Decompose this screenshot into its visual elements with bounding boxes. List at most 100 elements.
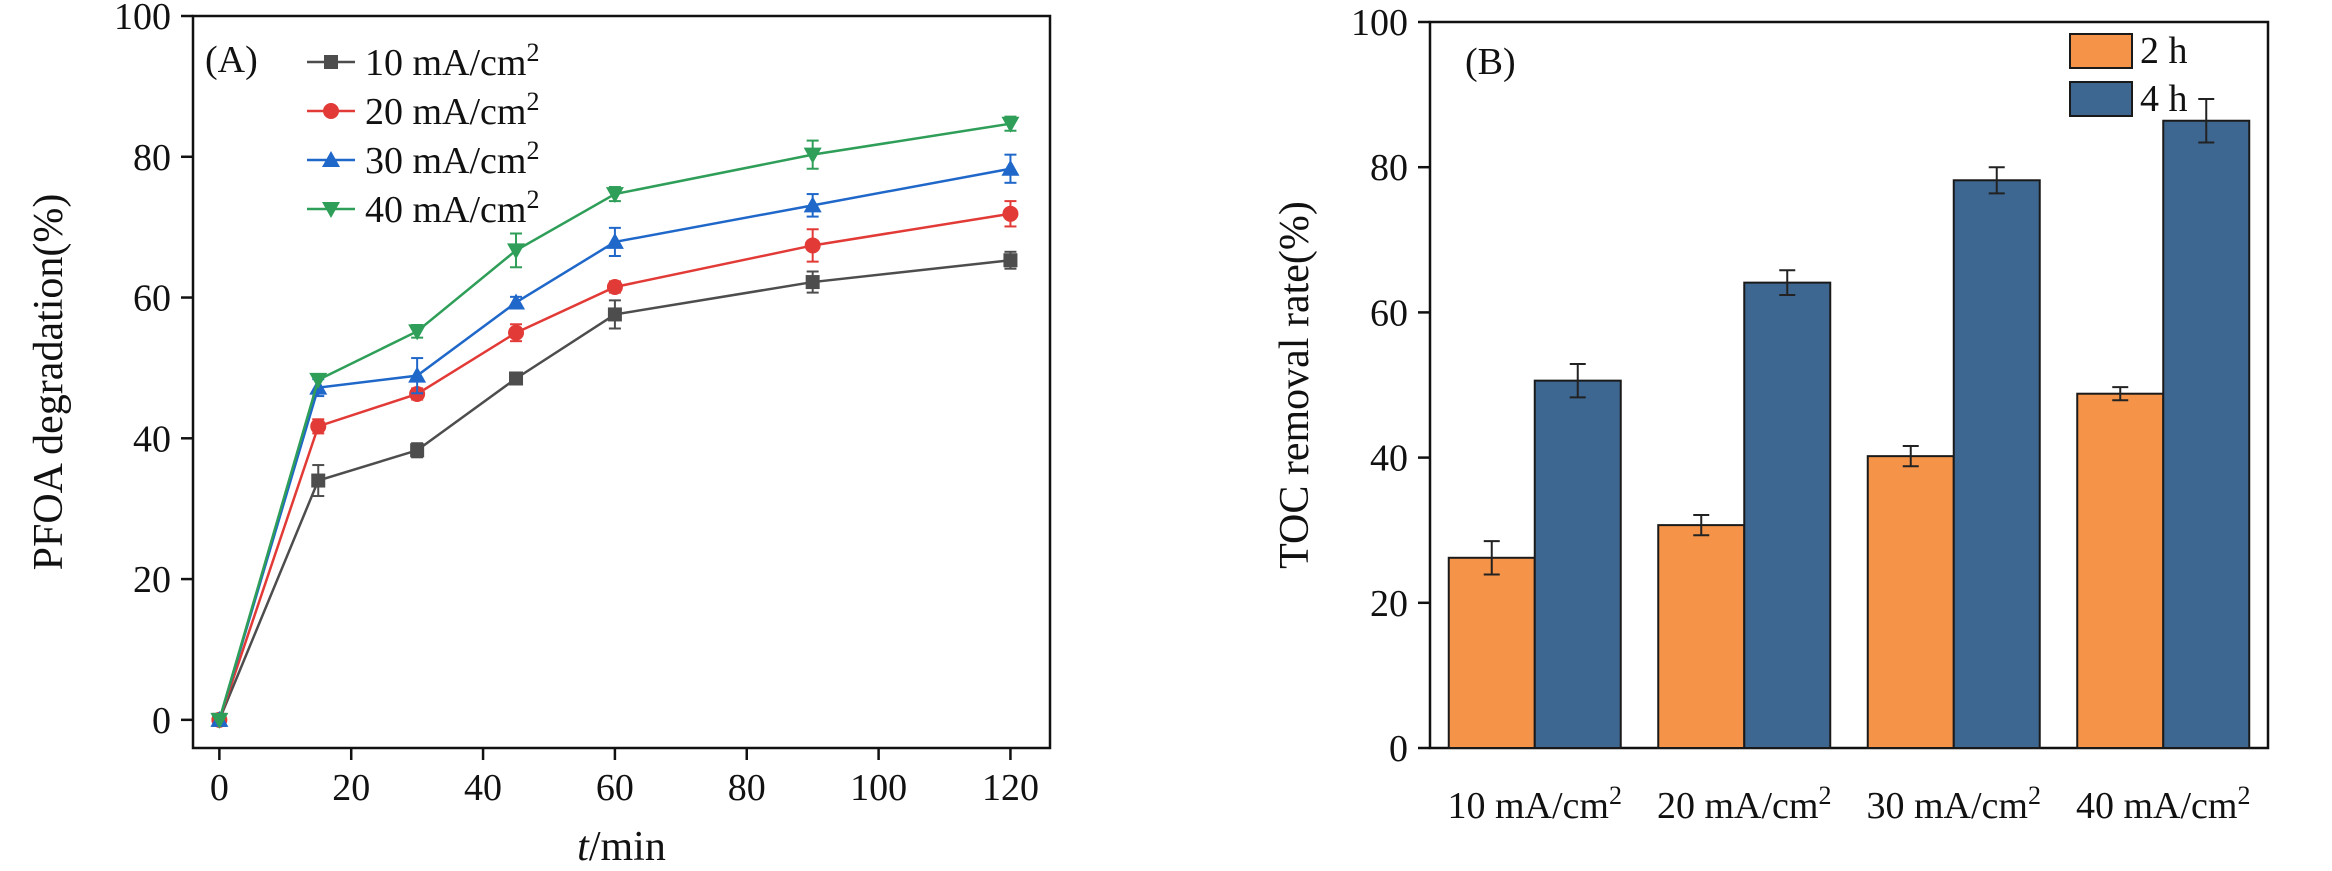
- legend-item-1: 10 mA/cm2: [307, 38, 539, 84]
- x-tick-label: 120: [982, 767, 1039, 809]
- x-category-label-superscript: 2: [2237, 781, 2250, 810]
- x-category-label: 20 mA/cm2: [1657, 781, 1831, 827]
- x-category-label-superscript: 2: [1818, 781, 1831, 810]
- legend-label: 4 h: [2140, 78, 2188, 120]
- y-axis-label: TOC removal rate(%): [1272, 201, 1318, 569]
- legend-item-2: 20 mA/cm2: [307, 87, 539, 133]
- legend-item-4: 40 mA/cm2: [307, 185, 539, 231]
- x-category-label: 40 mA/cm2: [2076, 781, 2250, 827]
- x-axis-label-unit: /min: [589, 824, 666, 866]
- legend-marker: [322, 151, 340, 167]
- legend-label: 10 mA/cm2: [365, 38, 539, 84]
- data-point: [210, 712, 229, 729]
- y-tick-label: 60: [1370, 292, 1408, 334]
- y-tick-label: 40: [1370, 438, 1408, 480]
- legend-label-text: 20 mA/cm: [365, 91, 526, 133]
- bar-2h: [1447, 556, 1536, 750]
- data-point: [803, 147, 822, 164]
- legend-label-text: 10 mA/cm: [365, 42, 526, 84]
- x-tick-label: 20: [332, 767, 370, 809]
- bar-2h: [2076, 392, 2165, 749]
- data-point: [1003, 253, 1018, 268]
- y-tick-label: 0: [152, 700, 171, 742]
- panel-label-b: (B): [1465, 41, 1516, 83]
- data-point: [805, 275, 820, 290]
- series-1: [212, 250, 1018, 727]
- x-category-label-superscript: 2: [1609, 781, 1622, 810]
- x-tick-label: 40: [464, 767, 502, 809]
- data-point: [606, 278, 623, 295]
- data-point: [607, 307, 622, 322]
- legend-item-1: 2 h: [2069, 30, 2188, 72]
- legend-label-text: 30 mA/cm: [365, 140, 526, 182]
- y-tick-label: 20: [1370, 583, 1408, 625]
- legend-label-text: 40 mA/cm: [365, 189, 526, 231]
- legend-label-superscript: 2: [526, 185, 539, 214]
- y-axis-label: PFOA degradation(%): [26, 194, 72, 571]
- x-category-label: 30 mA/cm2: [1867, 781, 2041, 827]
- y-tick-label: 100: [114, 0, 171, 38]
- data-point: [310, 418, 327, 435]
- plot-frame: [1428, 20, 2270, 750]
- data-point: [1002, 205, 1019, 222]
- data-point: [605, 187, 624, 204]
- y-tick-label: 60: [133, 278, 171, 320]
- data-point: [605, 232, 624, 249]
- panel-a-line-chart: 0 20 40 60 80 100 120 0 20 40 60 80 100 t/min PFOA deg…: [26, 0, 1052, 870]
- bar-4h: [1743, 281, 1832, 749]
- legend-label: 30 mA/cm2: [365, 136, 539, 182]
- x-category-label-text: 30 mA/cm: [1867, 785, 2028, 827]
- x-axis-label-italic: t: [577, 824, 590, 866]
- panel-label-a: (A): [205, 39, 258, 81]
- x-category-label-text: 20 mA/cm: [1657, 785, 1818, 827]
- legend-marker: [324, 55, 338, 69]
- data-point: [507, 293, 526, 310]
- legend-label-superscript: 2: [526, 87, 539, 116]
- legend-label-superscript: 2: [526, 136, 539, 165]
- x-tick-label: 60: [596, 767, 634, 809]
- data-point: [408, 366, 427, 383]
- y-tick-label: 0: [1389, 728, 1408, 770]
- data-point: [311, 473, 326, 488]
- data-point: [309, 372, 328, 389]
- data-point: [508, 324, 525, 341]
- bar-4h: [1533, 379, 1622, 749]
- legend-label: 40 mA/cm2: [365, 185, 539, 231]
- data-point: [803, 196, 822, 213]
- y-tick-label: 20: [133, 559, 171, 601]
- legend-label: 20 mA/cm2: [365, 87, 539, 133]
- data-point: [509, 371, 524, 386]
- legend-swatch: [2069, 81, 2133, 117]
- plot-frame: [191, 14, 1052, 750]
- legend-item-2: 4 h: [2069, 78, 2188, 120]
- x-tick-label: 100: [850, 767, 907, 809]
- y-tick-label: 80: [133, 137, 171, 179]
- bar-4h: [2162, 119, 2251, 749]
- x-category-label-superscript: 2: [2028, 781, 2041, 810]
- legend-item-3: 30 mA/cm2: [307, 136, 539, 182]
- legend-marker: [323, 103, 339, 119]
- legend-marker: [322, 202, 340, 218]
- legend-label: 2 h: [2140, 30, 2188, 72]
- bar-2h: [1866, 455, 1955, 749]
- x-tick-label: 80: [728, 767, 766, 809]
- y-tick-label: 80: [1370, 147, 1408, 189]
- series-line: [218, 122, 1011, 721]
- data-point: [507, 243, 526, 260]
- data-point: [410, 443, 425, 458]
- legend-swatch: [2069, 33, 2133, 69]
- series-2: [211, 200, 1019, 728]
- data-point: [1001, 159, 1020, 176]
- y-tick-label: 40: [133, 418, 171, 460]
- x-axis-label: t/min: [577, 824, 666, 866]
- bar-4h: [1952, 179, 2041, 749]
- x-category-label-text: 10 mA/cm: [1448, 785, 1609, 827]
- data-point: [408, 324, 427, 341]
- series-4: [210, 115, 1020, 729]
- x-category-label: 10 mA/cm2: [1448, 781, 1622, 827]
- bar-2h: [1657, 524, 1746, 749]
- y-tick-label: 100: [1351, 2, 1408, 44]
